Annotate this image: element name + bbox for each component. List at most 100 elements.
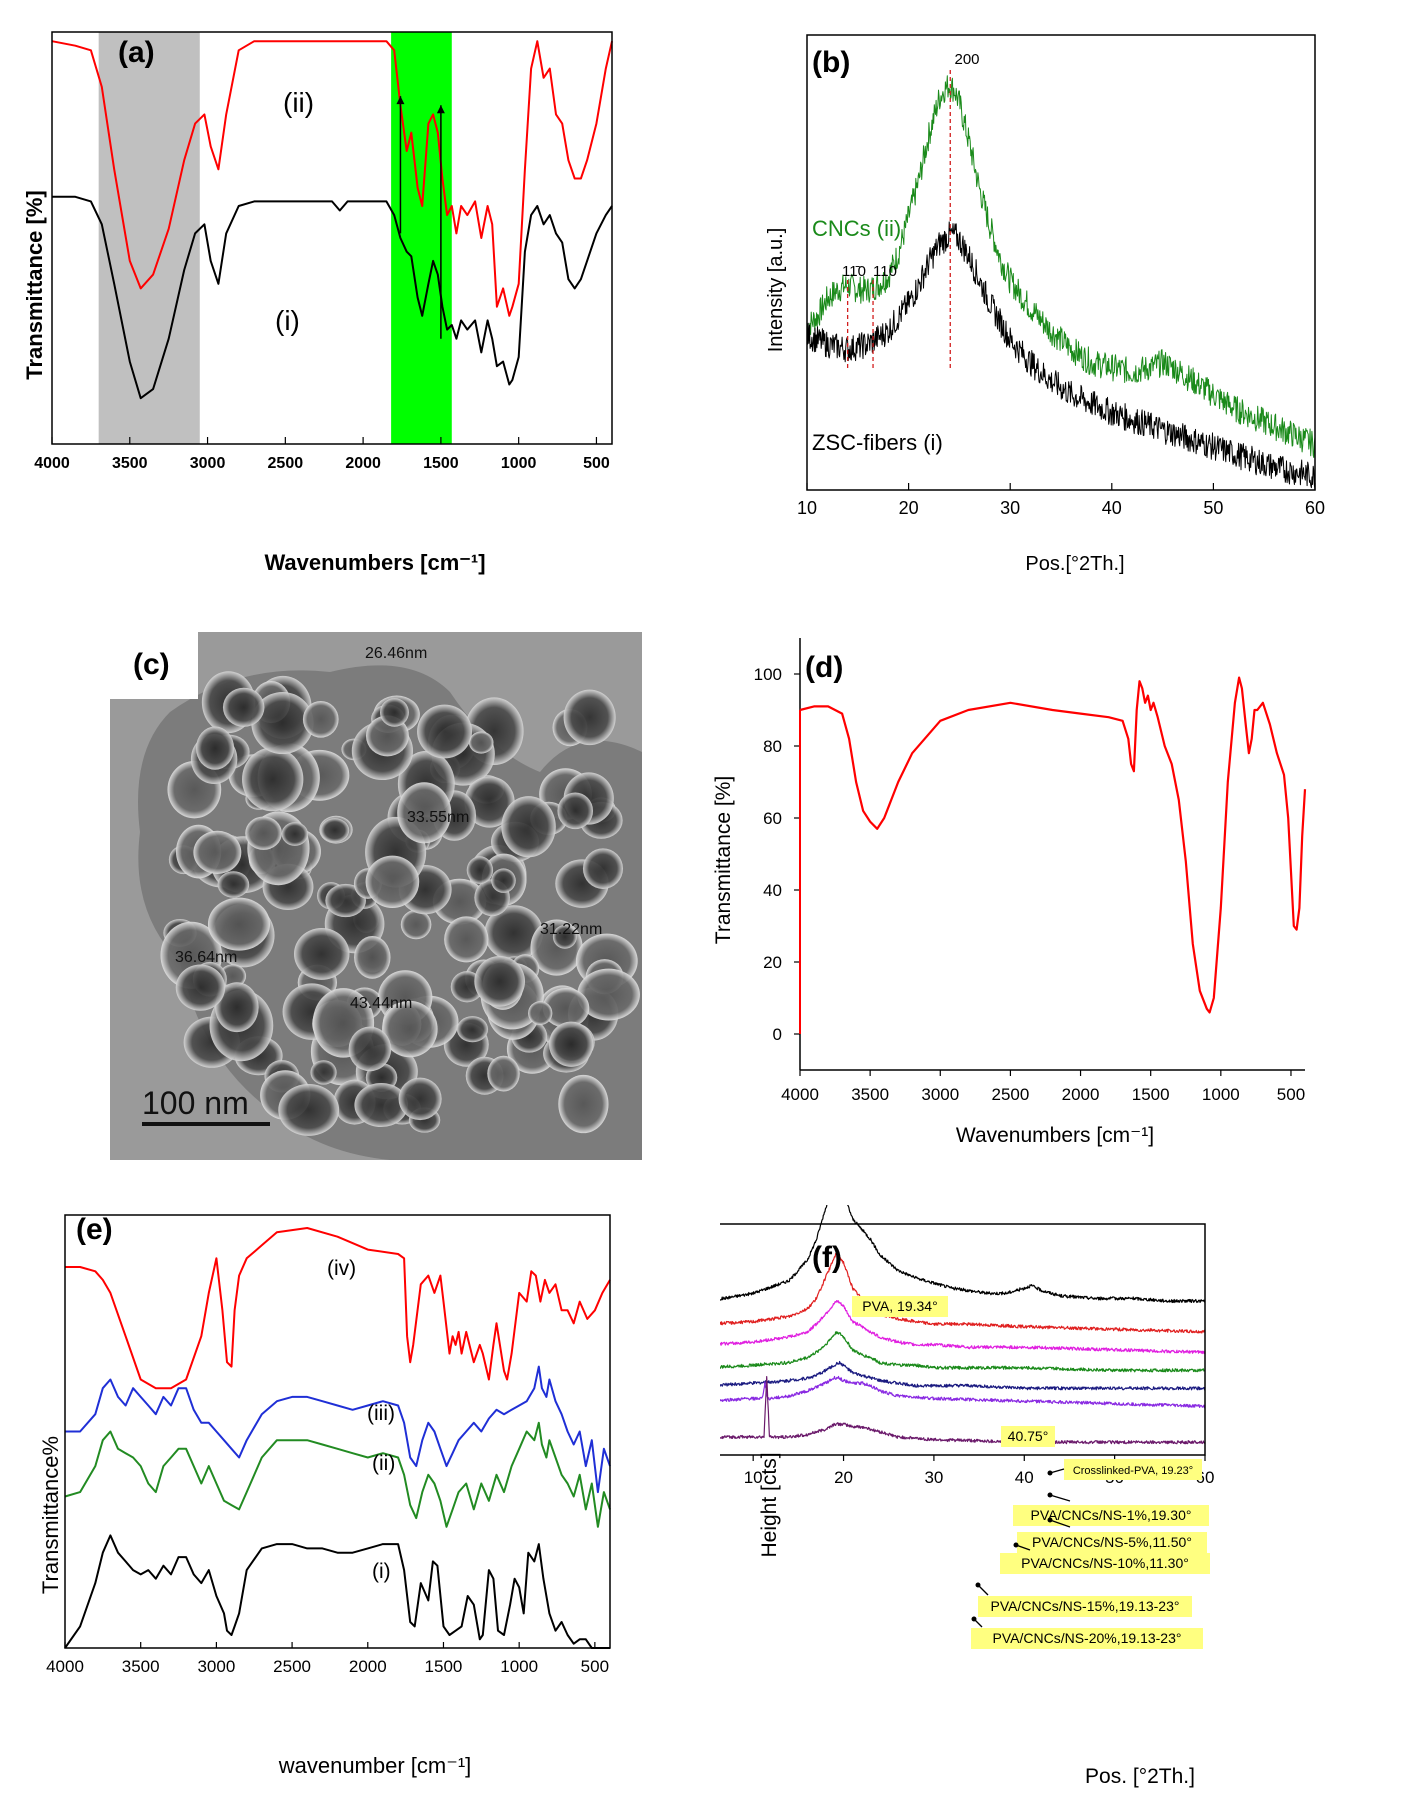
peak-label-200: 200	[954, 51, 979, 68]
annotation-box-2	[1064, 1459, 1202, 1480]
y-axis-label-e: Transmittance%	[38, 1436, 63, 1594]
tem-particle	[302, 700, 339, 738]
chart-d-ytick-label: 60	[763, 809, 782, 828]
chart-d-ytick-label: 100	[754, 665, 782, 684]
annotation-arrow-head-4	[975, 1582, 981, 1588]
panel-label-e: (e)	[76, 1213, 113, 1246]
chart-b-xtick-label: 60	[1305, 498, 1325, 518]
tem-particle	[397, 782, 452, 844]
annotation-box-3	[1013, 1505, 1209, 1526]
series-label-cncs: CNCs (ii)	[812, 216, 901, 241]
series-label-a-ii: (ii)	[283, 87, 314, 118]
x-axis-label-d: Wavenumbers [cm⁻¹]	[956, 1124, 1154, 1147]
annotation-box-4	[1017, 1532, 1207, 1553]
chart-d-xtick-label: 1000	[1202, 1085, 1240, 1104]
annotation-arrow-head-2	[1047, 1517, 1053, 1523]
chart-a-xtick-label: 1000	[501, 455, 537, 472]
shaded-region-0	[98, 32, 200, 444]
panel-label-f: (f)	[812, 1241, 842, 1274]
tem-particle	[354, 936, 391, 979]
tem-particle	[398, 1077, 442, 1121]
chart-e-xtick-label: 3000	[197, 1657, 235, 1676]
panel-label-d: (d)	[805, 651, 843, 684]
chart-e-xtick-label: 2000	[349, 1657, 387, 1676]
tem-particle	[278, 1083, 340, 1136]
chart-d-ytick-label: 0	[773, 1025, 782, 1044]
panel-label-a: (a)	[118, 36, 155, 69]
annotation-label-3: PVA/CNCs/NS-1%,19.30°	[1031, 1507, 1192, 1523]
series-line-f-1	[720, 1251, 1206, 1334]
chart-d-xtick-label: 3500	[851, 1085, 889, 1104]
series-line-e-2	[64, 1421, 611, 1528]
tem-scale-bar-label: 100 nm	[142, 1085, 249, 1121]
annotation-arrow-head-0	[1047, 1470, 1053, 1476]
tem-particle	[175, 964, 226, 1011]
annotation-arrow-2	[1049, 1519, 1071, 1528]
series-line-e-3	[64, 1534, 610, 1649]
tem-particle	[444, 916, 489, 963]
chart-a-xtick-label: 2000	[345, 455, 381, 472]
annotation-box-5	[1000, 1553, 1210, 1574]
tem-particle	[294, 928, 350, 980]
chart-d-ytick-label: 40	[763, 881, 782, 900]
tem-particle	[557, 792, 594, 830]
chart-d-xtick-label: 4000	[781, 1085, 819, 1104]
chart-f-xtick-label: 20	[834, 1468, 853, 1487]
chart-a-xtick-label: 3500	[112, 455, 148, 472]
tem-particle	[484, 905, 544, 961]
annotation-box-1	[1001, 1426, 1055, 1447]
tem-particle	[542, 988, 590, 1028]
tem-scale-bar	[142, 1122, 270, 1126]
series-label-e-iv: (iv)	[327, 1257, 356, 1280]
tem-particle	[245, 816, 282, 850]
chart-a-xtick-label: 500	[583, 455, 610, 472]
annotation-label-2: Crosslinked-PVA, 19.23°	[1073, 1465, 1193, 1477]
tem-particle	[552, 924, 577, 949]
tem-particle	[325, 883, 366, 918]
chart-b-xtick-label: 40	[1102, 498, 1122, 518]
y-axis-label-a: Transmittance [%]	[22, 190, 47, 380]
chart-e-xtick-label: 500	[581, 1657, 609, 1676]
chart-b-xtick-label: 30	[1000, 498, 1020, 518]
chart-a-xtick-label: 2500	[268, 455, 304, 472]
chart-d: 0 20 40 60 80 100 4000 3500 3000 2500 2000 1500 1000…	[712, 638, 1307, 1147]
series-label-e-ii: (ii)	[372, 1452, 395, 1475]
annotation-box-7	[971, 1628, 1203, 1649]
annotation-label-0: PVA, 19.34°	[862, 1298, 937, 1314]
x-axis-label-a: Wavenumbers [cm⁻¹]	[264, 550, 485, 575]
tem-particle	[577, 968, 640, 1021]
series-line-f-5	[720, 1375, 1206, 1409]
x-axis-label-e: wavenumber [cm⁻¹]	[278, 1753, 472, 1778]
tem-measure-3: 31.22nm	[540, 921, 602, 938]
chart-d-ytick-label: 20	[763, 953, 782, 972]
y-axis-label-b: Intensity [a.u.]	[765, 228, 787, 353]
tem-particle	[548, 1021, 594, 1067]
chart-b-xtick-label: 10	[797, 498, 817, 518]
tem-particle	[487, 1055, 520, 1092]
annotation-box-6	[978, 1596, 1192, 1617]
chart-b-xtick-label: 20	[899, 498, 919, 518]
series-line-f-4	[720, 1360, 1206, 1391]
series-line-e-0	[65, 1227, 611, 1390]
tem-particle	[215, 982, 259, 1033]
chart-e-xtick-label: 1500	[425, 1657, 463, 1676]
chart-a-frame	[51, 31, 613, 445]
series-line-f-2	[720, 1299, 1206, 1355]
panel-label-b: (b)	[812, 46, 850, 79]
chart-f-xtick-label: 30	[924, 1468, 943, 1487]
tem-particle	[354, 1082, 408, 1128]
tem-measure-1: 26.46nm	[365, 645, 427, 662]
tem-particle	[217, 871, 250, 898]
tem-particle	[466, 856, 494, 884]
tem-particle	[382, 1000, 438, 1058]
tem-particle	[281, 822, 309, 846]
tem-particle	[193, 830, 242, 874]
annotation-arrow-head-1	[1047, 1492, 1053, 1498]
tem-particle	[207, 897, 270, 951]
tem-particle	[400, 909, 432, 940]
tem-measure-4: 36.64nm	[175, 949, 237, 966]
arrow-head-a-0	[396, 96, 405, 105]
chart-d-xtick-label: 2000	[1062, 1085, 1100, 1104]
tem-particle	[310, 1060, 337, 1085]
